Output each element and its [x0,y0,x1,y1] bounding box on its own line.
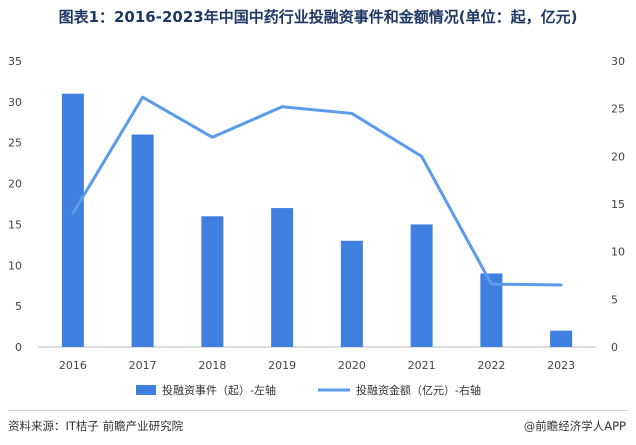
bar [131,134,154,347]
chart-title: 图表1：2016-2023年中国中药行业投融资事件和金额情况(单位：起，亿元) [58,8,578,26]
legend-bar-swatch [136,385,156,395]
left-tick-label: 15 [8,218,22,231]
x-tick-label: 2018 [198,359,226,372]
bar [201,216,224,347]
bar [410,224,433,347]
right-tick-label: 30 [611,55,625,68]
bar [61,93,84,347]
x-tick-label: 2016 [59,359,87,372]
line-series [71,95,563,287]
left-tick-label: 35 [8,55,22,68]
right-tick-label: 20 [611,150,625,163]
left-tick-label: 5 [15,300,22,313]
bar [480,273,503,347]
left-axis: 0 5 10 15 20 25 30 35 [8,55,22,354]
bar [271,208,294,347]
bar [550,330,573,347]
right-tick-label: 10 [611,246,625,259]
footer-divider [8,410,628,411]
x-tick-label: 2022 [477,359,505,372]
right-tick-label: 5 [611,293,618,306]
x-axis: 2016 2017 2018 2019 2020 2021 2022 2023 [59,359,575,372]
x-tick-label: 2021 [408,359,436,372]
source-note: 资料来源：IT桔子 前瞻产业研究院 [8,419,184,433]
legend: 投融资事件（起）-左轴 投融资金额（亿元）-右轴 [136,383,481,397]
left-tick-label: 20 [8,178,22,191]
x-tick-label: 2023 [547,359,575,372]
bar-series [61,93,573,347]
bar [340,240,363,347]
left-tick-label: 10 [8,259,22,272]
brand-label: @前瞻经济学人APP [523,419,626,433]
x-tick-label: 2019 [268,359,296,372]
right-tick-label: 0 [611,341,618,354]
amount-line [71,95,563,287]
x-tick-label: 2020 [338,359,366,372]
left-tick-label: 30 [8,96,22,109]
left-tick-label: 25 [8,137,22,150]
right-tick-label: 25 [611,103,625,116]
x-tick-label: 2017 [129,359,157,372]
right-axis: 0 5 10 15 20 25 30 [611,55,625,354]
right-tick-label: 15 [611,198,625,211]
legend-bar-label: 投融资事件（起）-左轴 [162,383,276,397]
left-tick-label: 0 [15,341,22,354]
legend-line-label: 投融资金额（亿元）-右轴 [356,383,481,397]
